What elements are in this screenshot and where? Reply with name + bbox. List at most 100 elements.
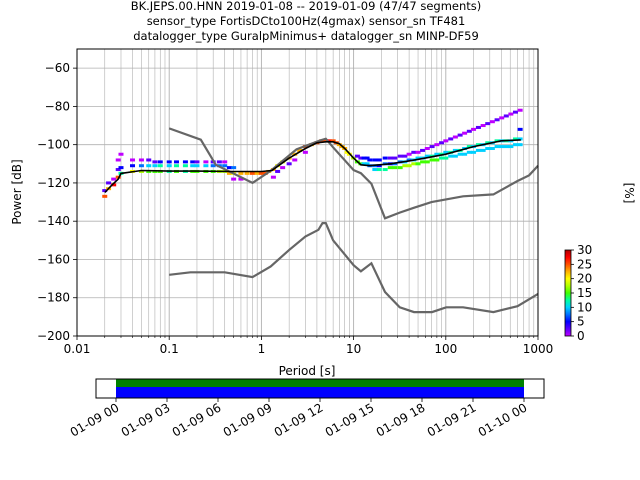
ppsd-cell [376, 168, 382, 172]
plot-frame [76, 48, 539, 337]
ppsd-cell [452, 135, 458, 139]
ppsd-cell [138, 158, 144, 162]
y-tick-label: −120 [37, 176, 70, 190]
ppsd-cell [406, 164, 412, 168]
ppsd-cell [244, 171, 250, 175]
noise-model-curves [168, 127, 539, 314]
ppsd-cell [182, 160, 188, 164]
y-tick-label: −60 [45, 61, 70, 75]
ppsd-cell [443, 139, 449, 143]
ppsd-cell [411, 150, 417, 154]
ppsd-cell [367, 158, 373, 162]
ppsd-cell [434, 152, 440, 156]
ppsd-cell [130, 164, 136, 168]
ppsd-cell [402, 154, 408, 158]
ppsd-cell [494, 145, 500, 149]
ppsd-cell [216, 160, 222, 164]
ppsd-cell [222, 164, 228, 168]
coverage-tick-label: 01-09 18 [374, 400, 428, 439]
x-axis-ticks: 0.01 0.1 1 10 100 1000 [64, 336, 553, 356]
ppsd-cell [424, 160, 430, 164]
x-tick-label: 1 [258, 342, 266, 356]
ppsd-cell [166, 164, 172, 168]
ppsd-cell [190, 164, 196, 168]
ppsd-cell [280, 166, 286, 170]
x-axis-label: Period [s] [279, 364, 336, 378]
ppsd-cell [231, 177, 237, 181]
ppsd-cell [102, 194, 108, 198]
ppsd-cell [249, 171, 255, 175]
ppsd-cell [466, 129, 472, 133]
ppsd-cell [118, 152, 124, 156]
ppsd-cell [494, 118, 500, 122]
y-tick-label: −80 [45, 99, 70, 113]
colorbar-tick-label: 5 [577, 315, 585, 329]
ppsd-cell [302, 150, 308, 154]
ppsd-cell [254, 171, 260, 175]
ppsd-cell [364, 162, 370, 166]
ppsd-cell [503, 114, 509, 118]
noise-model-line [169, 222, 539, 314]
title-line-3: datalogger_type GuralpMinimus+ datalogge… [133, 29, 479, 43]
ppsd-cell [190, 160, 196, 164]
ppsd-cell [420, 148, 426, 152]
ppsd-cell [226, 166, 232, 170]
ppsd-cell [231, 166, 237, 170]
ppsd-cell [152, 164, 158, 168]
ppsd-cell [130, 158, 136, 162]
ppsd-cell [194, 160, 200, 164]
ppsd-cell [508, 112, 514, 116]
ppsd-cell [275, 169, 281, 173]
ppsd-cell [517, 108, 523, 112]
mode-line [104, 139, 521, 194]
ppsd-cell [382, 168, 388, 172]
ppsd-cell [270, 175, 276, 179]
ppsd-cell [174, 160, 180, 164]
ppsd-cell [475, 125, 481, 129]
ppsd-cell [480, 124, 486, 128]
y-tick-label: −160 [37, 252, 70, 266]
ppsd-plot-area: 0.01 0.1 1 10 100 1000 −60 −80 −100 −120 −140 −160… [10, 48, 553, 378]
ppsd-cell [327, 139, 333, 143]
ppsd-cell [115, 158, 121, 162]
ppsd-cell [439, 141, 445, 145]
x-tick-label: 0.01 [64, 342, 91, 356]
ppsd-cell [485, 122, 491, 126]
ppsd-cell [402, 164, 408, 168]
ppsd-cell [152, 160, 158, 164]
y-axis-label: Power [dB] [10, 159, 24, 224]
ppsd-cell [415, 156, 421, 160]
y-tick-label: −180 [37, 291, 70, 305]
ppsd-cell [297, 148, 303, 152]
ppsd-cell [372, 158, 378, 162]
plot-background [77, 49, 538, 336]
x-tick-label: 100 [434, 342, 457, 356]
ppsd-cell [466, 150, 472, 154]
ppsd-cell [499, 145, 505, 149]
ppsd-cell [392, 156, 398, 160]
ppsd-cell [471, 150, 477, 154]
ppsd-cell [210, 164, 216, 168]
ppsd-cell [376, 158, 382, 162]
ppsd-cell [146, 158, 152, 162]
ppsd-cell [376, 164, 382, 168]
ppsd-cell [146, 164, 152, 168]
ppsd-cell [397, 154, 403, 158]
ppsd-cell [344, 150, 350, 154]
ppsd-cell [323, 139, 329, 143]
ppsd-cell [387, 166, 393, 170]
ppsd-cell [111, 183, 117, 187]
ppsd-cell [462, 152, 468, 156]
ppsd-cell [361, 162, 367, 166]
coverage-tick-label: 01-09 09 [221, 400, 275, 439]
ppsd-cell [102, 189, 108, 193]
ppsd-cell [489, 146, 495, 150]
ppsd-cell [485, 146, 491, 150]
mode-curve [104, 139, 521, 194]
ppsd-cell [238, 177, 244, 181]
ppsd-cell [203, 164, 209, 168]
